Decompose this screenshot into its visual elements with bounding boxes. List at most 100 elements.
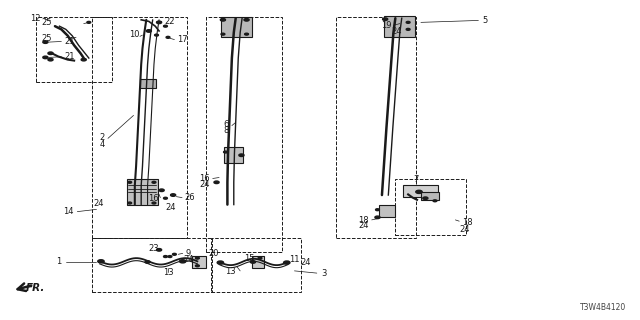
Bar [127, 179, 158, 204]
Circle shape [214, 181, 219, 184]
Text: 16: 16 [200, 174, 210, 183]
Text: 11: 11 [289, 255, 300, 264]
Bar [140, 79, 156, 88]
Circle shape [164, 25, 168, 27]
Text: 8: 8 [223, 126, 228, 135]
Text: 24: 24 [166, 203, 176, 212]
Circle shape [166, 36, 170, 38]
Bar [92, 238, 212, 292]
Text: 13: 13 [163, 268, 173, 277]
Text: 6: 6 [223, 120, 228, 130]
Text: 4: 4 [100, 140, 105, 148]
Circle shape [406, 28, 410, 30]
Circle shape [164, 197, 168, 199]
Text: 7: 7 [413, 175, 419, 184]
Circle shape [173, 253, 176, 255]
Circle shape [433, 200, 437, 202]
Text: 18: 18 [462, 218, 472, 227]
Text: 13: 13 [225, 267, 236, 276]
Text: 5: 5 [483, 16, 488, 25]
Text: 24: 24 [183, 255, 193, 264]
Text: 9: 9 [186, 249, 191, 258]
Bar [336, 17, 416, 238]
Circle shape [195, 265, 199, 267]
Circle shape [157, 249, 162, 251]
Bar [221, 17, 252, 37]
Circle shape [239, 154, 244, 156]
Circle shape [147, 30, 152, 32]
Circle shape [284, 261, 290, 264]
Circle shape [155, 34, 159, 36]
Circle shape [416, 190, 422, 194]
Text: 24: 24 [93, 199, 104, 208]
Circle shape [43, 56, 48, 59]
Text: 21: 21 [65, 37, 75, 46]
Circle shape [159, 189, 164, 192]
Text: 18: 18 [358, 216, 369, 225]
Circle shape [179, 260, 186, 263]
Text: 17: 17 [177, 35, 188, 44]
Circle shape [383, 18, 388, 20]
Circle shape [128, 202, 132, 204]
Bar [396, 179, 466, 235]
Text: 24: 24 [301, 258, 311, 267]
Circle shape [48, 58, 53, 61]
Circle shape [217, 261, 223, 264]
Text: 25: 25 [42, 34, 52, 43]
Text: 24: 24 [358, 221, 369, 230]
Text: 25: 25 [42, 18, 52, 27]
Circle shape [171, 194, 175, 196]
Bar [192, 256, 206, 268]
Bar [224, 147, 243, 163]
Circle shape [244, 33, 248, 35]
Text: T3W4B4120: T3W4B4120 [580, 303, 627, 312]
Text: 20: 20 [208, 249, 219, 258]
Bar [211, 238, 301, 292]
Circle shape [145, 261, 150, 263]
Circle shape [43, 41, 48, 44]
Circle shape [98, 260, 104, 263]
Text: 21: 21 [65, 52, 75, 61]
Bar [36, 17, 113, 82]
Circle shape [195, 257, 199, 259]
Circle shape [406, 21, 410, 23]
Circle shape [164, 256, 168, 258]
Text: 14: 14 [63, 207, 74, 216]
Bar [379, 204, 395, 217]
Text: 1: 1 [56, 258, 61, 267]
Text: 10: 10 [129, 30, 140, 39]
Text: 12: 12 [30, 14, 40, 23]
Bar [92, 17, 186, 238]
Circle shape [168, 256, 172, 258]
Text: 24: 24 [460, 225, 470, 234]
Text: 23: 23 [148, 244, 159, 253]
Circle shape [250, 261, 255, 263]
Bar [421, 192, 439, 200]
Text: 3: 3 [321, 268, 326, 278]
Circle shape [157, 21, 162, 24]
Text: 16: 16 [148, 194, 159, 204]
Bar [403, 185, 438, 197]
Circle shape [376, 209, 380, 211]
Circle shape [220, 19, 225, 21]
Text: 2: 2 [100, 133, 105, 142]
Text: FR.: FR. [26, 284, 45, 293]
Circle shape [87, 21, 91, 23]
Text: 24: 24 [391, 27, 402, 36]
Bar [384, 16, 415, 37]
Circle shape [221, 33, 225, 35]
Text: 26: 26 [184, 193, 195, 202]
Circle shape [223, 151, 227, 153]
Circle shape [244, 19, 249, 21]
Circle shape [152, 181, 156, 183]
Circle shape [128, 181, 132, 183]
Circle shape [152, 202, 156, 204]
Text: 15: 15 [244, 254, 254, 263]
Bar [252, 256, 264, 268]
Text: 24: 24 [200, 180, 210, 189]
Circle shape [423, 197, 428, 199]
Circle shape [258, 257, 262, 259]
Circle shape [375, 216, 380, 219]
Circle shape [48, 52, 53, 54]
Circle shape [81, 58, 86, 61]
